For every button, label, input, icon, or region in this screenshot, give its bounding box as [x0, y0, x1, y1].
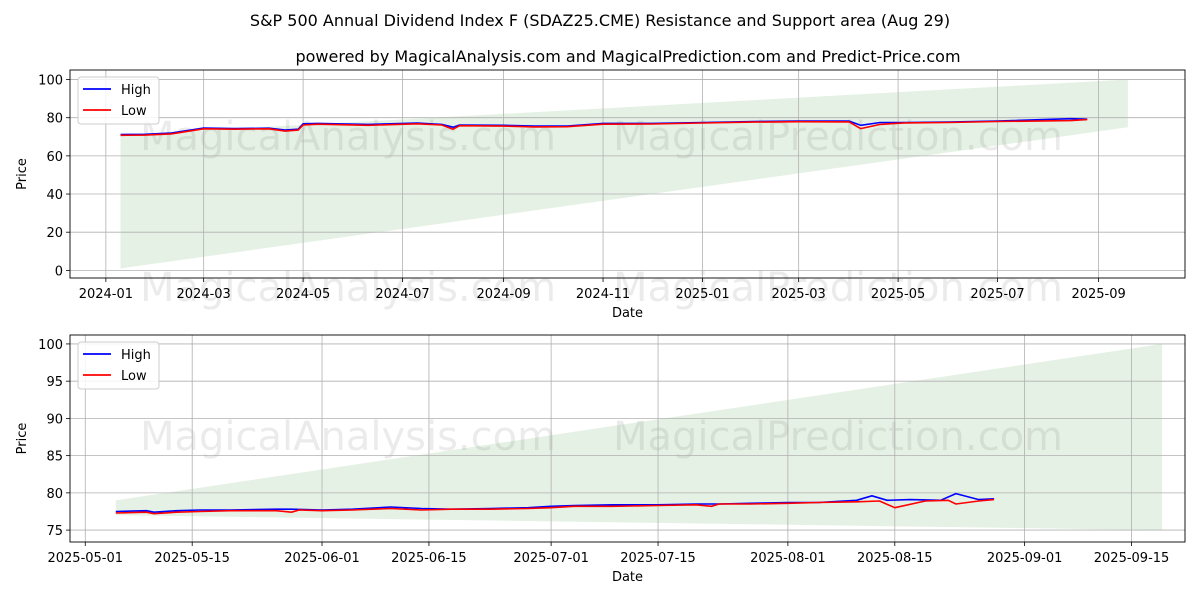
legend-label-low: Low — [121, 104, 147, 119]
plot-frame — [69, 334, 1186, 543]
chart-title: S&P 500 Annual Dividend Index F (SDAZ25.… — [250, 11, 950, 30]
chart-subtitle: powered by MagicalAnalysis.com and Magic… — [295, 47, 960, 66]
x-tick-label: 2025-09 — [1071, 287, 1125, 302]
watermark-text: MagicalPrediction.com — [613, 414, 1063, 460]
x-tick-label: 2025-01 — [675, 287, 729, 302]
series-line-high — [115, 492, 995, 514]
x-tick-label: 2025-08-15 — [857, 551, 933, 566]
lower-chart-panel: MagicalAnalysis.com MagicalPrediction.com… — [15, 334, 1186, 585]
series-line-low — [120, 118, 1088, 137]
x-tick-label: 2024-03 — [177, 287, 231, 302]
x-tick-label: 2025-06-15 — [391, 551, 467, 566]
x-tick-label: 2025-08-01 — [750, 551, 826, 566]
watermark-text: MagicalAnalysis.com — [140, 114, 556, 160]
y-tick-label: 85 — [46, 450, 63, 465]
y-axis-label: Price — [15, 158, 30, 190]
x-tick-label: 2025-05-15 — [154, 551, 230, 566]
y-tick-label: 60 — [46, 150, 63, 165]
x-tick-label: 2025-03 — [771, 287, 825, 302]
y-tick-label: 100 — [38, 338, 63, 353]
x-tick-label: 2025-07 — [970, 287, 1024, 302]
x-tick-label: 2025-09-01 — [987, 551, 1063, 566]
x-tick-label: 2025-07-15 — [620, 551, 696, 566]
x-tick-label: 2025-09-15 — [1094, 551, 1170, 566]
y-tick-label: 20 — [46, 226, 63, 241]
y-tick-label: 80 — [46, 112, 63, 127]
plot-frame — [69, 69, 1186, 279]
x-tick-label: 2025-05-01 — [47, 551, 123, 566]
y-axis-label: Price — [15, 423, 30, 455]
resistance-support-band — [120, 79, 1128, 269]
legend-label-high: High — [121, 348, 151, 363]
x-tick-label: 2025-07-01 — [513, 551, 589, 566]
y-tick-label: 0 — [55, 264, 63, 279]
watermark-text: MagicalAnalysis.com — [140, 265, 556, 311]
series-line-low — [115, 498, 995, 515]
x-tick-label: 2024-07 — [375, 287, 429, 302]
x-axis-label: Date — [612, 570, 643, 585]
legend-label-high: High — [121, 83, 151, 98]
resistance-support-band — [115, 343, 1163, 531]
y-tick-label: 95 — [46, 375, 63, 390]
x-tick-label: 2024-09 — [476, 287, 530, 302]
x-tick-label: 2024-11 — [576, 287, 630, 302]
y-tick-label: 75 — [46, 524, 63, 539]
watermark-text: MagicalPrediction.com — [613, 265, 1063, 311]
y-tick-label: 80 — [46, 487, 63, 502]
x-tick-label: 2025-05 — [871, 287, 925, 302]
y-tick-label: 40 — [46, 188, 63, 203]
x-tick-label: 2024-05 — [276, 287, 330, 302]
watermark-text: MagicalAnalysis.com — [140, 414, 556, 460]
x-tick-label: 2025-06-01 — [284, 551, 360, 566]
y-tick-label: 90 — [46, 412, 63, 427]
y-tick-label: 100 — [38, 74, 63, 89]
legend-label-low: Low — [121, 369, 147, 384]
x-tick-label: 2024-01 — [79, 287, 133, 302]
upper-chart-panel: MagicalAnalysis.com MagicalAnalysis.com Ma… — [15, 69, 1186, 321]
x-axis-label: Date — [612, 306, 643, 321]
